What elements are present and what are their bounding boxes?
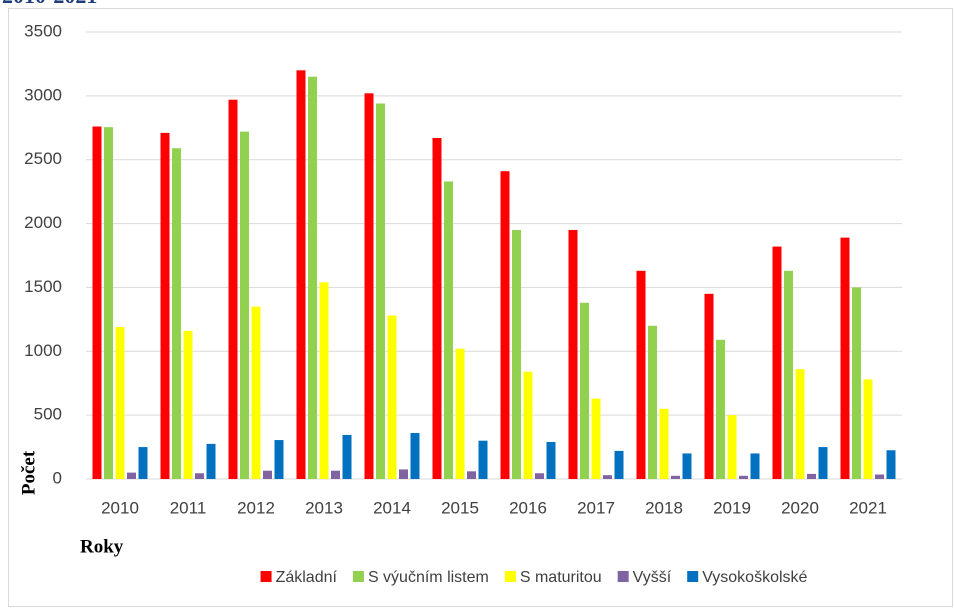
bar (636, 270, 646, 479)
x-tick-label: 2021 (849, 498, 887, 517)
bar (580, 302, 589, 479)
bar (852, 287, 861, 479)
bar (840, 237, 850, 479)
x-axis-label: Roky (80, 536, 124, 557)
y-tick-label: 1500 (24, 277, 62, 296)
x-tick-label: 2015 (441, 498, 479, 517)
x-tick-label: 2014 (373, 498, 411, 517)
bar (195, 473, 204, 479)
bar (455, 348, 465, 479)
bar (614, 450, 624, 479)
bar (535, 473, 544, 479)
bar (500, 171, 510, 480)
y-tick-label: 3000 (24, 85, 62, 104)
bar (795, 369, 805, 479)
y-axis-label: Počet (18, 450, 39, 495)
bar (875, 474, 884, 479)
bar (546, 441, 556, 479)
bar (478, 440, 488, 479)
bar (364, 93, 374, 479)
bar (432, 138, 442, 479)
bar (92, 126, 102, 479)
legend-label: Základní (276, 569, 338, 586)
x-tick-label: 2010 (101, 498, 139, 517)
bar (523, 371, 533, 479)
bar (807, 473, 816, 479)
bar (183, 330, 193, 479)
legend-swatch (260, 571, 272, 582)
legend-label: S výučním listem (368, 569, 489, 586)
y-tick-label: 500 (34, 405, 62, 424)
bar (659, 408, 669, 479)
x-tick-label: 2016 (509, 498, 547, 517)
legend-label: S maturitou (520, 569, 602, 586)
bar (648, 325, 657, 479)
bar (308, 76, 317, 479)
bar (784, 270, 793, 479)
bar (251, 306, 261, 479)
bar (603, 475, 612, 479)
bar (704, 293, 714, 479)
bar (319, 282, 329, 479)
legend-swatch (687, 571, 699, 582)
bar (138, 447, 148, 479)
bar (228, 99, 238, 479)
legend-swatch (504, 571, 516, 582)
bar (115, 327, 125, 479)
y-tick-label: 1000 (24, 341, 62, 360)
x-tick-label: 2013 (305, 498, 343, 517)
chart-frame (8, 8, 953, 607)
bar (342, 434, 352, 479)
bar (863, 379, 873, 479)
bar (727, 415, 737, 479)
bar (444, 181, 453, 479)
bar (387, 315, 397, 479)
bar (104, 127, 113, 479)
x-tick-label: 2017 (577, 498, 615, 517)
bar (682, 453, 692, 479)
bar (886, 450, 896, 479)
bar (818, 447, 828, 479)
bar (240, 131, 249, 480)
bar (750, 453, 760, 479)
bar (296, 70, 306, 480)
legend-swatch (617, 571, 629, 582)
bar (376, 103, 385, 480)
legend-swatch (352, 571, 364, 582)
bar (274, 440, 284, 479)
bar (160, 132, 170, 479)
y-tick-label: 0 (53, 468, 62, 487)
x-tick-label: 2020 (781, 498, 819, 517)
bar (127, 472, 136, 479)
y-tick-label: 2000 (24, 213, 62, 232)
bar (671, 475, 680, 479)
bar (772, 246, 782, 479)
x-tick-label: 2019 (713, 498, 751, 517)
bar (467, 471, 476, 479)
bar (399, 469, 408, 479)
legend-label: Vysokoškolské (702, 569, 807, 586)
bar (206, 443, 216, 479)
bar (591, 398, 601, 479)
x-tick-label: 2012 (237, 498, 275, 517)
bar (568, 229, 578, 479)
bar (263, 470, 272, 479)
bar (716, 339, 725, 479)
bar (739, 475, 748, 479)
bar (331, 470, 340, 479)
bar (512, 229, 521, 479)
bar (172, 148, 181, 479)
legend-label: Vyšší (633, 569, 672, 586)
y-tick-label: 3500 (24, 21, 62, 40)
bar (410, 433, 420, 479)
chart-title: 2010-2021 (2, 0, 97, 8)
x-tick-label: 2011 (170, 498, 207, 517)
y-tick-label: 2500 (24, 149, 62, 168)
x-tick-label: 2018 (645, 498, 683, 517)
